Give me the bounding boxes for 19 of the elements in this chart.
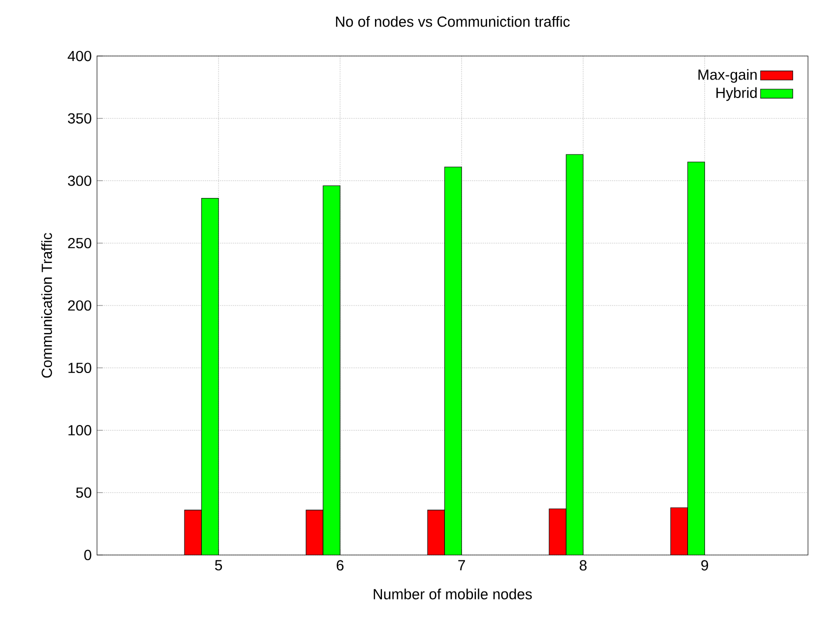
chart-title: No of nodes vs Communiction traffic: [336, 16, 570, 27]
y-tick-label: 300: [68, 176, 92, 186]
x-axis-title: Number of mobile nodes: [374, 588, 532, 600]
y-tick-label: 400: [68, 50, 92, 62]
x-tick-label: 8: [580, 560, 587, 571]
y-tick-label: 0: [84, 550, 92, 560]
y-axis-title: Communication Traffic: [41, 232, 52, 378]
legend-label: Hybrid: [716, 87, 757, 101]
x-tick-label: 6: [336, 560, 344, 571]
y-tick-label: 200: [68, 300, 92, 311]
y-tick-label: 150: [68, 362, 92, 374]
y-tick-label: 50: [76, 487, 92, 498]
x-tick-label: 5: [215, 560, 222, 570]
x-tick-label: 7: [458, 560, 465, 570]
y-tick-label: 350: [68, 113, 92, 124]
y-tick-label: 100: [68, 425, 92, 436]
y-tick-label: 250: [68, 238, 92, 248]
x-tick-label: 9: [701, 560, 708, 571]
legend-label: Max-gain: [698, 69, 757, 83]
